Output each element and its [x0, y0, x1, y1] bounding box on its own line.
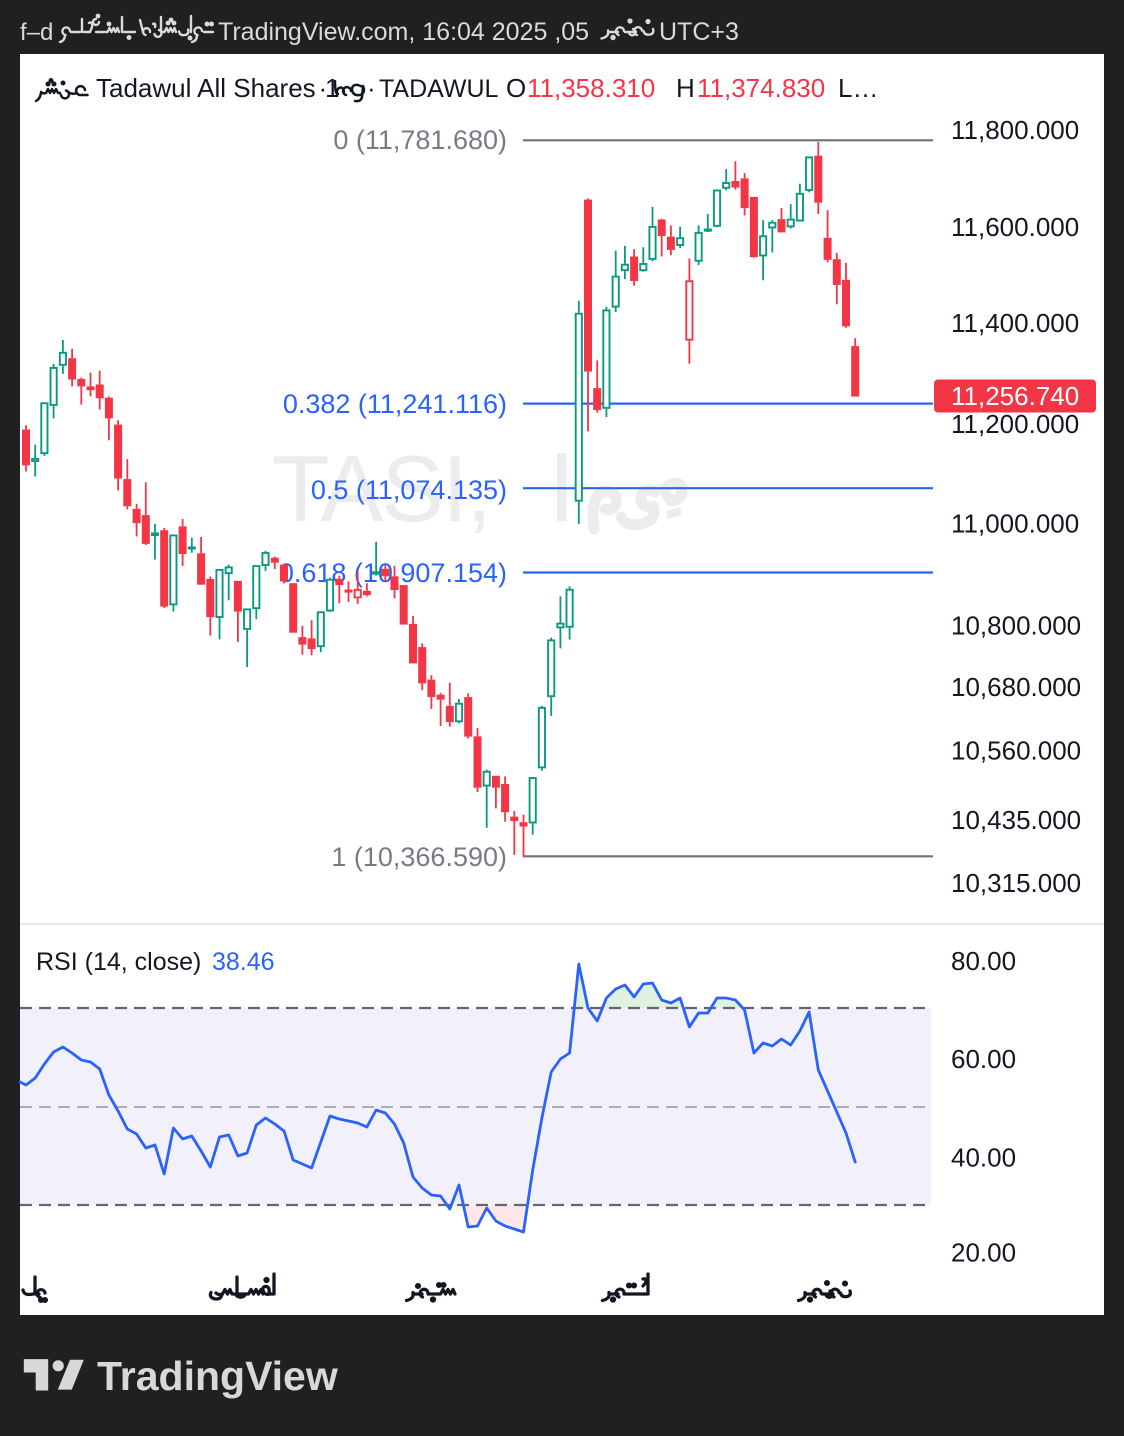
svg-text:Tadawul All Shares: Tadawul All Shares: [96, 73, 316, 103]
svg-text:0.382 (11,241.116): 0.382 (11,241.116): [283, 389, 507, 419]
svg-text:1 (10,366.590): 1 (10,366.590): [331, 842, 507, 872]
svg-text:80.00: 80.00: [951, 946, 1016, 976]
svg-text:f–d: f–d: [20, 19, 53, 46]
svg-text:10,315.000: 10,315.000: [951, 868, 1081, 898]
svg-text:L…: L…: [838, 73, 878, 103]
svg-text:·: ·: [367, 73, 376, 103]
svg-text:11,800.000: 11,800.000: [951, 115, 1079, 145]
svg-text:UTC+3: UTC+3: [659, 18, 739, 46]
svg-text:TADAWUL: TADAWUL: [379, 75, 499, 103]
svg-text:11,358.310: 11,358.310: [527, 73, 655, 103]
svg-text:11,400.000: 11,400.000: [951, 308, 1079, 338]
svg-text:11,600.000: 11,600.000: [951, 212, 1079, 242]
svg-text:10,560.000: 10,560.000: [951, 736, 1081, 766]
svg-text:H: H: [676, 73, 695, 103]
svg-text:O: O: [506, 73, 526, 103]
svg-text:20.00: 20.00: [951, 1238, 1016, 1268]
svg-text:11,200.000: 11,200.000: [951, 409, 1079, 439]
svg-text:0 (11,781.680): 0 (11,781.680): [333, 125, 507, 155]
svg-text:·: ·: [319, 73, 328, 103]
svg-text:TradingView: TradingView: [97, 1353, 338, 1399]
svg-text:60.00: 60.00: [951, 1044, 1016, 1074]
svg-text:10,800.000: 10,800.000: [951, 610, 1081, 640]
svg-text:11,000.000: 11,000.000: [951, 509, 1079, 539]
svg-text:TradingView.com, 16:04 2025 ,0: TradingView.com, 16:04 2025 ,05: [218, 18, 589, 46]
svg-text:0.5 (11,074.135): 0.5 (11,074.135): [311, 475, 507, 505]
svg-text:40.00: 40.00: [951, 1143, 1016, 1173]
svg-text:TASI,: TASI,: [272, 436, 490, 541]
svg-text:10,435.000: 10,435.000: [951, 805, 1081, 835]
svg-text:RSI (14, close): RSI (14, close): [36, 948, 201, 976]
svg-text:38.46: 38.46: [212, 948, 275, 976]
svg-text:11,256.740: 11,256.740: [951, 381, 1079, 411]
svg-text:11,374.830: 11,374.830: [697, 73, 825, 103]
svg-text:10,680.000: 10,680.000: [951, 672, 1081, 702]
